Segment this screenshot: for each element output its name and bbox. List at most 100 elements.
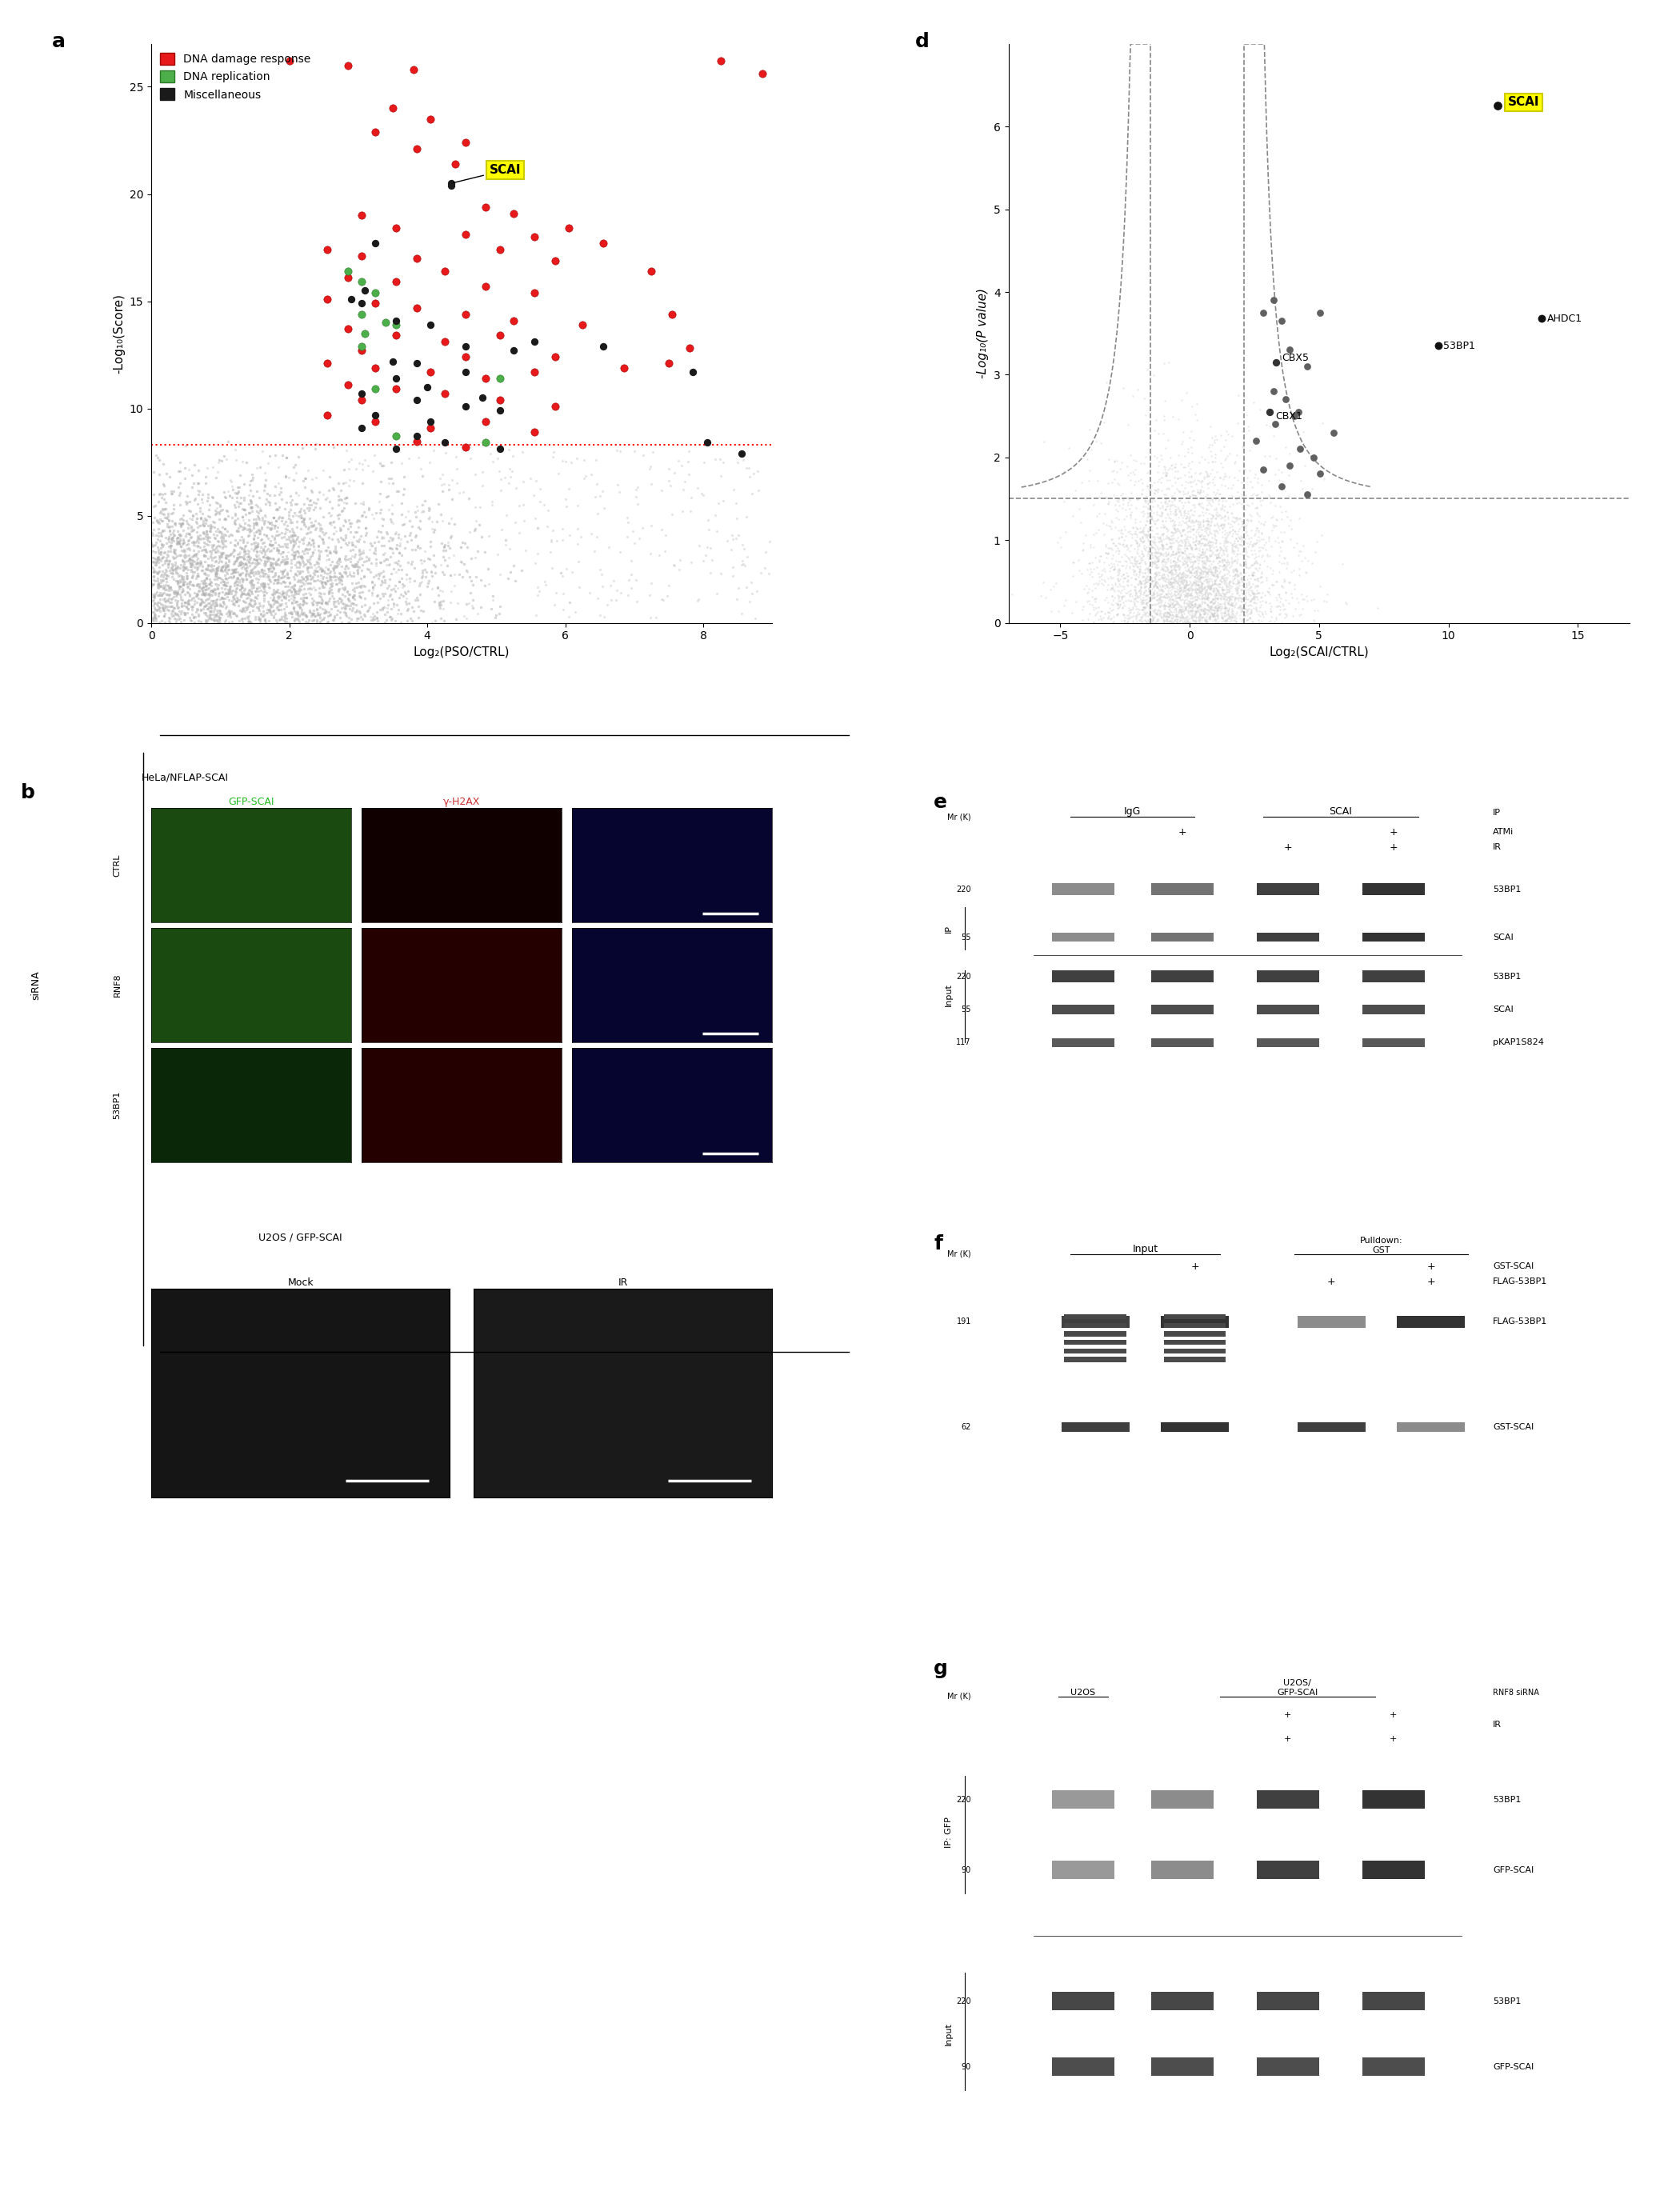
Point xyxy=(141,476,168,511)
Point xyxy=(239,582,265,617)
Point xyxy=(1154,461,1181,496)
Point xyxy=(1238,604,1265,639)
Point xyxy=(1116,514,1142,549)
Point xyxy=(146,496,173,531)
Point xyxy=(274,529,301,564)
Point xyxy=(1188,540,1215,575)
Point xyxy=(207,601,234,637)
Point xyxy=(237,542,264,577)
Point xyxy=(1231,533,1258,569)
Point xyxy=(717,533,744,569)
Point xyxy=(1152,553,1179,588)
Point xyxy=(1213,562,1240,597)
Point xyxy=(205,551,232,586)
Point xyxy=(1169,547,1196,582)
Point xyxy=(1210,549,1236,584)
Point xyxy=(1176,606,1203,641)
Point xyxy=(539,514,566,549)
Point xyxy=(1215,566,1242,601)
Point xyxy=(1147,538,1174,573)
Point xyxy=(707,555,734,590)
Point xyxy=(297,472,324,507)
Point xyxy=(1184,575,1211,610)
Point xyxy=(220,579,247,615)
Point xyxy=(257,547,284,582)
Point xyxy=(1169,555,1196,590)
Point xyxy=(1176,573,1203,608)
Point xyxy=(1110,564,1137,599)
Point xyxy=(1178,577,1205,612)
Point xyxy=(1158,555,1184,590)
Point xyxy=(1075,584,1102,619)
Point xyxy=(1149,531,1176,566)
Point xyxy=(1226,569,1253,604)
Point xyxy=(1142,555,1169,590)
Point xyxy=(1149,569,1176,604)
Point xyxy=(1200,514,1226,549)
Point xyxy=(223,542,250,577)
Point xyxy=(247,558,274,593)
Point xyxy=(326,573,353,608)
Point xyxy=(281,560,307,595)
Point xyxy=(218,500,245,536)
Point xyxy=(1173,375,1200,410)
Point xyxy=(181,536,208,571)
Point xyxy=(1231,531,1258,566)
Point xyxy=(373,571,400,606)
Point xyxy=(1309,406,1336,441)
Y-axis label: -Log₁₀(P value): -Log₁₀(P value) xyxy=(978,288,990,378)
Point xyxy=(1174,448,1201,483)
Point xyxy=(207,494,234,529)
Point xyxy=(1215,544,1242,579)
Point xyxy=(235,573,262,608)
Point xyxy=(1174,597,1201,632)
Point xyxy=(1139,564,1166,599)
Point xyxy=(1210,601,1236,637)
Point xyxy=(1213,575,1240,610)
Point xyxy=(213,562,240,597)
Point xyxy=(192,503,218,538)
Point xyxy=(202,573,228,608)
Text: e: e xyxy=(934,792,948,812)
Point xyxy=(277,487,304,522)
Point xyxy=(299,522,326,558)
Point xyxy=(583,443,610,479)
Point xyxy=(1095,536,1122,571)
Point xyxy=(188,544,215,579)
Point xyxy=(1141,538,1168,573)
Point xyxy=(1223,485,1250,520)
Point xyxy=(274,520,301,555)
Point xyxy=(240,555,267,590)
Point xyxy=(1193,527,1220,562)
Point xyxy=(1223,544,1250,579)
Point xyxy=(170,573,197,608)
Point xyxy=(1191,584,1218,619)
Point xyxy=(237,575,264,610)
Point xyxy=(1201,426,1228,461)
Point xyxy=(1206,540,1233,575)
Point xyxy=(1092,481,1119,516)
Point xyxy=(242,514,269,549)
Point xyxy=(304,597,331,632)
Point xyxy=(297,509,324,544)
Point xyxy=(553,551,580,586)
Point xyxy=(1158,496,1184,531)
Point xyxy=(1181,604,1208,639)
Point xyxy=(1164,577,1191,612)
Point xyxy=(517,461,544,496)
Point xyxy=(1218,588,1245,623)
Point xyxy=(208,540,235,575)
Point xyxy=(234,553,260,588)
Point xyxy=(1201,558,1228,593)
Point xyxy=(623,479,650,514)
Point xyxy=(208,525,235,560)
Point xyxy=(1136,573,1163,608)
Point xyxy=(1168,533,1194,569)
Point xyxy=(207,575,234,610)
Point xyxy=(1134,555,1161,590)
Point xyxy=(239,569,265,604)
Point xyxy=(291,463,318,498)
Point xyxy=(341,595,368,630)
Point xyxy=(427,573,454,608)
Point xyxy=(207,593,234,628)
